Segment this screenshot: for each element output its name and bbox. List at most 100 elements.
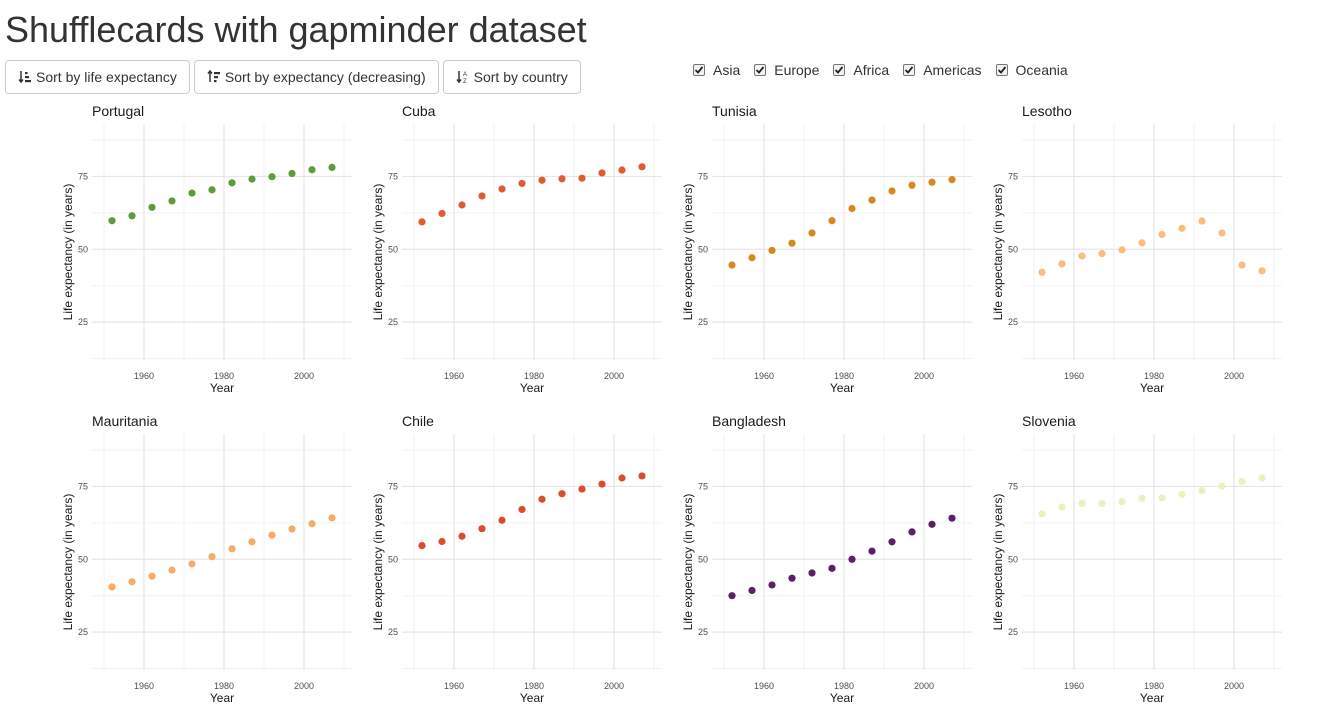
data-point bbox=[288, 169, 296, 178]
svg-text:A: A bbox=[463, 72, 467, 78]
sort-alpha-asc-icon: A Z bbox=[456, 71, 467, 84]
x-axis-label: Year bbox=[1140, 381, 1164, 395]
filter-americas[interactable]: Americas bbox=[903, 62, 982, 78]
chart-title: Mauritania bbox=[92, 413, 158, 429]
data-point bbox=[1138, 494, 1146, 502]
filter-asia[interactable]: Asia bbox=[693, 62, 740, 78]
data-point bbox=[308, 166, 316, 174]
y-tick-label: 50 bbox=[388, 554, 398, 564]
x-axis-label: Year bbox=[830, 691, 854, 705]
data-point bbox=[268, 531, 276, 539]
data-point bbox=[788, 574, 796, 582]
data-point bbox=[1218, 229, 1226, 237]
chart-card: Chile 25 50 75 1960 1980 2000 Year Life expectan… bbox=[370, 410, 680, 710]
y-tick-label: 75 bbox=[1008, 481, 1018, 491]
y-axis-label: Life expectancy (in years) bbox=[61, 184, 75, 321]
data-point bbox=[1258, 474, 1266, 482]
y-tick-label: 25 bbox=[698, 627, 708, 637]
filter-oceania[interactable]: Oceania bbox=[995, 62, 1068, 78]
chart-card: Slovenia 25 50 75 1960 1980 2000 Year Life expec… bbox=[990, 410, 1300, 710]
data-point bbox=[598, 169, 606, 177]
data-point bbox=[538, 176, 546, 184]
gridlines bbox=[402, 124, 662, 360]
americas-checkbox[interactable] bbox=[903, 64, 916, 76]
y-tick-label: 75 bbox=[1008, 171, 1018, 181]
sort-by-country-button[interactable]: A Z Sort by country bbox=[442, 60, 581, 94]
check-icon bbox=[997, 66, 1006, 74]
africa-checkbox[interactable] bbox=[833, 64, 846, 76]
y-tick-label: 25 bbox=[388, 317, 398, 327]
data-point bbox=[558, 490, 566, 498]
scatter-chart: Mauritania 25 50 75 1960 1980 2000 Year Life exp… bbox=[61, 413, 352, 705]
data-point bbox=[458, 201, 466, 209]
sort-by-expectancy-decreasing-button[interactable]: Sort by expectancy (decreasing) bbox=[193, 60, 439, 94]
chart-card: Portugal 25 50 75 1960 1980 2000 Year Life expec… bbox=[60, 100, 370, 400]
gridlines bbox=[712, 434, 972, 670]
data-point bbox=[1138, 239, 1146, 247]
data-point bbox=[908, 181, 916, 189]
data-point bbox=[768, 246, 776, 255]
y-axis-label: Life expectancy (in years) bbox=[371, 494, 385, 631]
data-point bbox=[928, 178, 936, 186]
data-point bbox=[638, 472, 646, 480]
data-point bbox=[908, 528, 916, 536]
sort-by-life-expectancy-label: Sort by life expectancy bbox=[36, 69, 177, 85]
data-point bbox=[788, 239, 796, 247]
filter-europe[interactable]: Europe bbox=[754, 62, 819, 78]
gridlines bbox=[92, 124, 352, 360]
x-tick-label: 1960 bbox=[134, 371, 154, 381]
scatter-chart: Portugal 25 50 75 1960 1980 2000 Year Life expec… bbox=[61, 103, 352, 395]
data-point bbox=[148, 203, 156, 211]
check-icon bbox=[905, 66, 914, 74]
data-point bbox=[228, 545, 236, 553]
data-point bbox=[478, 525, 486, 533]
sort-by-life-expectancy-button[interactable]: Sort by life expectancy bbox=[5, 60, 190, 94]
data-point bbox=[1178, 224, 1186, 232]
data-point bbox=[748, 586, 756, 595]
x-tick-label: 1960 bbox=[444, 681, 464, 691]
data-point bbox=[328, 514, 336, 522]
data-point bbox=[808, 229, 816, 237]
svg-text:Z: Z bbox=[463, 79, 467, 84]
data-point bbox=[748, 254, 756, 262]
y-tick-label: 50 bbox=[1008, 244, 1018, 254]
asia-checkbox[interactable] bbox=[693, 64, 705, 76]
data-point bbox=[618, 474, 626, 482]
data-point bbox=[728, 261, 736, 269]
data-point bbox=[478, 192, 486, 200]
data-point bbox=[228, 179, 236, 187]
y-axis-label: Life expectancy (in years) bbox=[991, 184, 1005, 321]
data-point bbox=[638, 163, 646, 171]
x-tick-label: 1980 bbox=[214, 681, 234, 691]
chart-card: Tunisia 25 50 75 1960 1980 2000 Year Life expect… bbox=[680, 100, 990, 400]
oceania-checkbox[interactable] bbox=[995, 64, 1008, 76]
chart-card: Bangladesh 25 50 75 1960 1980 2000 Year Life exp… bbox=[680, 410, 990, 710]
x-tick-label: 1960 bbox=[1064, 371, 1084, 381]
data-point bbox=[1198, 217, 1206, 225]
y-tick-label: 75 bbox=[78, 481, 88, 491]
chart-title: Tunisia bbox=[712, 103, 757, 119]
x-tick-label: 1960 bbox=[1064, 681, 1084, 691]
check-icon bbox=[694, 66, 704, 74]
chart-card: Cuba 25 50 75 1960 1980 2000 Year Life expectanc… bbox=[370, 100, 680, 400]
data-point bbox=[418, 218, 426, 226]
x-tick-label: 1960 bbox=[134, 681, 154, 691]
x-tick-label: 2000 bbox=[1224, 681, 1244, 691]
y-tick-label: 50 bbox=[1008, 554, 1018, 564]
scatter-chart: Bangladesh 25 50 75 1960 1980 2000 Year Life exp… bbox=[681, 413, 972, 705]
data-point bbox=[328, 163, 336, 172]
x-axis-label: Year bbox=[830, 381, 854, 395]
chart-title: Cuba bbox=[402, 103, 436, 119]
data-point bbox=[1118, 497, 1126, 506]
gridlines bbox=[1022, 124, 1282, 360]
asia-label: Asia bbox=[713, 62, 741, 78]
chart-card: Lesotho 25 50 75 1960 1980 2000 Year Life expect… bbox=[990, 100, 1300, 400]
gridlines bbox=[92, 434, 352, 670]
data-point bbox=[168, 566, 176, 574]
data-point bbox=[1098, 499, 1106, 507]
data-point bbox=[308, 520, 316, 528]
data-point bbox=[208, 553, 216, 561]
data-point bbox=[1038, 268, 1046, 276]
filter-africa[interactable]: Africa bbox=[833, 62, 889, 78]
europe-checkbox[interactable] bbox=[754, 64, 767, 76]
